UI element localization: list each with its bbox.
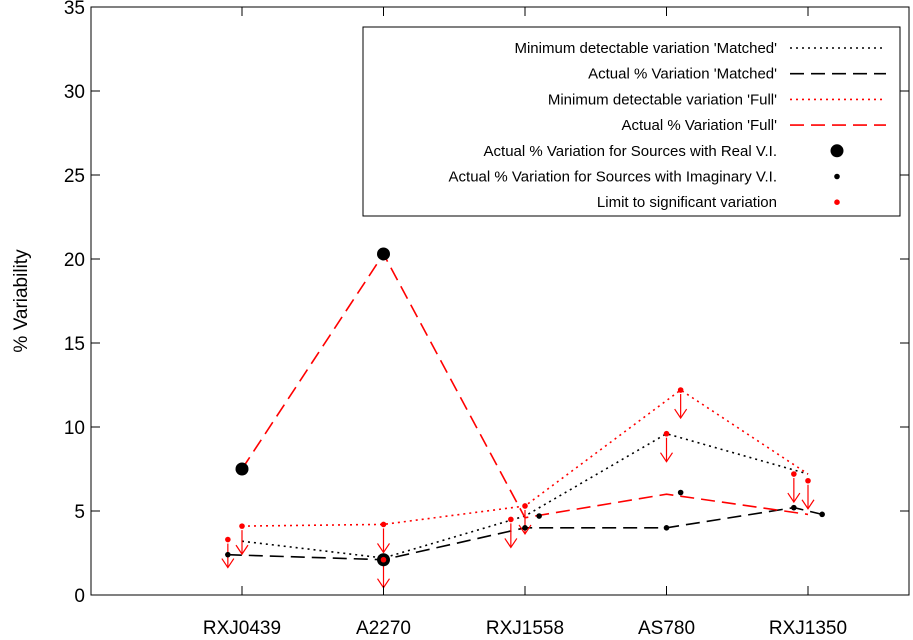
legend-box: [362, 26, 901, 217]
marker-point-0: [377, 247, 390, 261]
marker-point-2: [380, 521, 387, 528]
marker-point-1: [819, 511, 825, 518]
marker-point-2: [663, 430, 670, 437]
legend-label: Actual % Variation 'Matched': [588, 66, 777, 83]
marker-point-1: [522, 525, 528, 531]
y-tick-label: 5: [74, 502, 85, 523]
series-line-1: [227, 506, 823, 561]
legend-label: Minimum detectable variation 'Matched': [514, 40, 777, 57]
y-tick-label: 25: [64, 166, 85, 187]
series-line-2: [241, 389, 809, 527]
x-tick-label: RXJ1350: [769, 618, 847, 639]
marker-point-2: [522, 503, 528, 509]
y-tick-label: 10: [64, 418, 85, 439]
x-tick-label: A2270: [356, 618, 411, 639]
limit-arrow-head: [674, 408, 688, 420]
limit-arrow-head: [660, 452, 673, 463]
limit-arrow-head: [377, 543, 390, 554]
marker-point-1: [663, 525, 670, 531]
y-tick-label: 0: [74, 586, 85, 607]
limit-arrow-head: [787, 492, 801, 504]
marker-point-0: [235, 462, 249, 476]
series-line-0: [241, 432, 809, 559]
marker-point-2: [791, 471, 797, 477]
marker-layer: [221, 247, 825, 589]
y-axis-label: % Variability: [11, 249, 32, 353]
limit-arrow-head: [235, 544, 249, 556]
legend-label: Limit to significant variation: [597, 194, 777, 211]
marker-point-2: [805, 477, 811, 484]
marker-point-1: [225, 551, 231, 558]
marker-point-2: [225, 536, 231, 543]
x-tick-label: AS780: [638, 618, 695, 639]
legend-label: Actual % Variation for Sources with Real…: [484, 143, 777, 160]
marker-point-2: [677, 387, 684, 393]
axes-layer: 0 5 10 15 20 25 30 35 RXJ0439 A2270 RXJ1558 AS780 RX…: [11, 0, 909, 639]
legend-marker-swatch: [834, 199, 840, 205]
plot-frame: [90, 6, 910, 596]
series-line-3: [241, 252, 809, 519]
plot-area: [90, 6, 910, 596]
x-tick-label: RXJ0439: [203, 618, 281, 639]
limit-arrow-head: [518, 524, 532, 536]
y-tick-label: 30: [64, 82, 85, 103]
marker-point-1: [791, 504, 797, 511]
marker-point-2: [380, 556, 387, 563]
limit-arrow-head: [504, 538, 518, 549]
y-tick-label: 15: [64, 334, 85, 355]
y-tick-label: 20: [64, 250, 85, 271]
legend-label: Actual % Variation 'Full': [621, 117, 777, 134]
legend-marker-swatch: [830, 144, 844, 158]
marker-point-1: [536, 513, 542, 519]
legend-label: Minimum detectable variation 'Full': [548, 91, 777, 108]
limit-arrow-head: [221, 558, 235, 569]
marker-point-1: [677, 489, 684, 496]
marker-point-2: [239, 523, 245, 529]
legend-label: Actual % Variation for Sources with Imag…: [449, 169, 777, 186]
x-tick-label: RXJ1558: [486, 618, 564, 639]
limit-arrow-head: [801, 499, 815, 510]
legend-marker-swatch: [834, 173, 840, 180]
marker-point-2: [508, 516, 514, 523]
legend: Minimum detectable variation 'Matched' Ac…: [362, 26, 901, 217]
y-tick-label: 35: [64, 0, 85, 19]
